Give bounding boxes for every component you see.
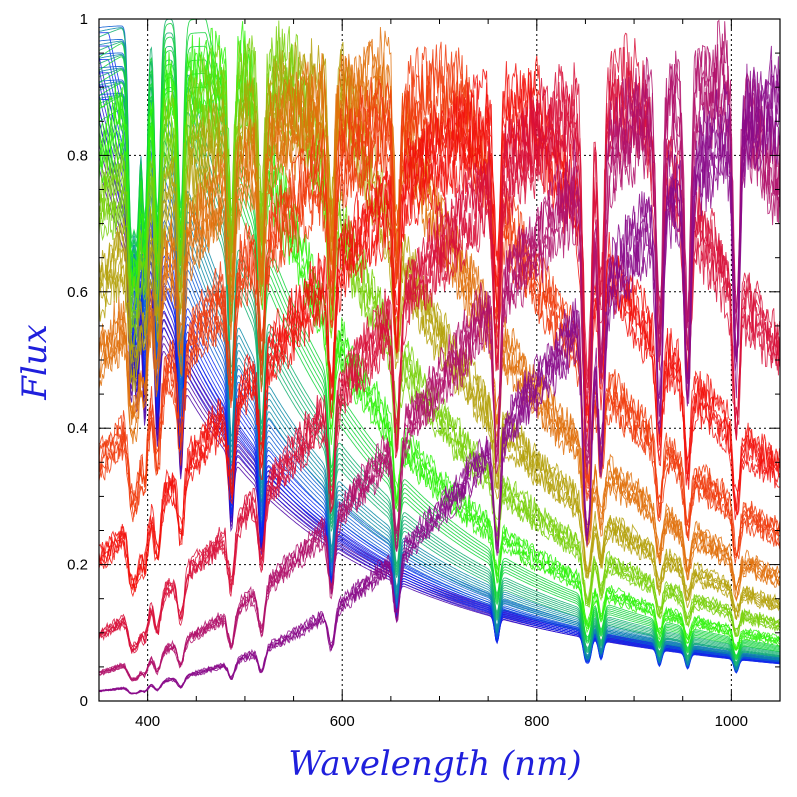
spectrum-line xyxy=(98,32,780,664)
spectrum-line xyxy=(98,79,780,651)
spectrum-line xyxy=(98,119,781,598)
spectrum-line xyxy=(98,58,781,556)
series-layer xyxy=(98,18,781,695)
spectrum-line xyxy=(98,27,780,668)
spectrum-line xyxy=(98,69,780,557)
spectrum-line xyxy=(99,99,780,674)
spectrum-line xyxy=(98,94,781,621)
spectrum-line xyxy=(98,21,781,649)
y-tick-label: 0.4 xyxy=(67,420,88,437)
y-tick-label: 0.6 xyxy=(67,284,88,301)
y-tick-label: 0.2 xyxy=(67,557,88,574)
spectrum-line xyxy=(99,85,780,674)
x-tick-label: 400 xyxy=(135,713,160,730)
x-tick-label: 800 xyxy=(524,713,549,730)
spectrum-line xyxy=(99,72,780,673)
spectrum-line xyxy=(98,88,781,682)
spectrum-line xyxy=(98,38,780,611)
spectrum-line xyxy=(98,50,780,650)
spectrum-line xyxy=(98,54,780,669)
spectrum-line xyxy=(98,93,780,673)
y-tick-label: 0 xyxy=(80,693,88,710)
spectrum-line xyxy=(98,39,780,650)
spectrum-line xyxy=(98,82,781,601)
x-tick-label: 600 xyxy=(330,713,355,730)
spectrum-line xyxy=(99,93,781,695)
spectrum-line xyxy=(98,79,781,682)
x-axis-title: Wavelength (nm) xyxy=(288,744,581,784)
y-axis-title: Flux xyxy=(15,324,55,401)
axis-ticks: 400 600 800 1000 0 0.2 0.4 0.6 0.8 1 xyxy=(67,11,781,730)
spectrum-line xyxy=(98,78,781,619)
spectrum-line xyxy=(98,83,781,589)
spectrum-line xyxy=(98,120,780,673)
spectrum-line xyxy=(98,40,781,681)
y-tick-label: 1 xyxy=(80,11,88,28)
spectrum-line xyxy=(98,116,781,695)
spectrum-line xyxy=(98,63,781,637)
x-tick-label: 1000 xyxy=(715,713,748,730)
spectrum-line xyxy=(98,105,780,593)
y-tick-label: 0.8 xyxy=(67,147,88,164)
